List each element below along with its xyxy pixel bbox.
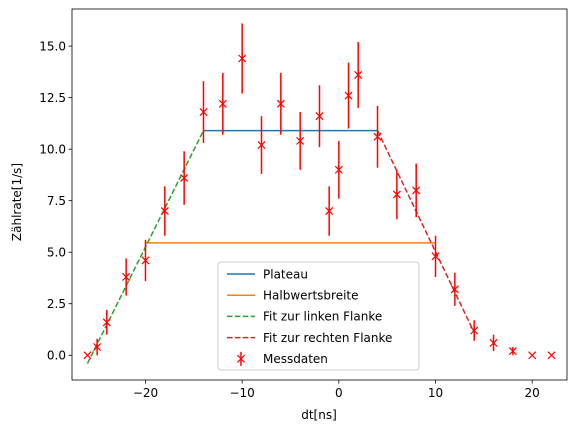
data-point (180, 173, 189, 183)
x-tick-label: −10 (229, 386, 254, 400)
data-point (160, 206, 169, 216)
data-point (334, 165, 343, 174)
legend-label: Plateau (263, 267, 308, 281)
data-point (547, 351, 556, 360)
data-point (315, 112, 324, 121)
x-tick-label: −20 (133, 386, 158, 400)
data-point (450, 285, 459, 294)
legend: Plateau Halbwertsbreite Fit zur linken Fla… (217, 261, 420, 371)
legend-label: Fit zur linken Flanke (263, 310, 382, 324)
data-point (276, 99, 285, 108)
data-point (325, 206, 334, 216)
data-point (392, 190, 401, 199)
legend-box (217, 261, 420, 371)
data-point (238, 54, 247, 63)
y-tick-label: 2.5 (47, 297, 66, 311)
data-point (199, 108, 208, 117)
data-point (412, 186, 421, 195)
data-point (141, 256, 150, 265)
y-tick-label: 5.0 (47, 246, 66, 260)
data-point (122, 272, 131, 281)
data-point (83, 351, 92, 360)
x-tick-label: 10 (428, 386, 443, 400)
axes-frame (71, 8, 568, 381)
data-point (431, 252, 440, 261)
legend-label: Fit zur rechten Flanke (263, 331, 392, 345)
y-tick-label: 10.0 (39, 142, 66, 156)
x-axis-label: dt[ns] (301, 408, 337, 422)
data-point (93, 342, 102, 352)
y-tick-label: 0.0 (47, 349, 66, 363)
data-point (344, 91, 353, 100)
series-line (376, 130, 475, 333)
y-tick-label: 12.5 (39, 91, 66, 105)
x-tick-label: 20 (525, 386, 540, 400)
plot-area (83, 23, 556, 364)
data-point (218, 99, 227, 108)
data-point (354, 70, 363, 79)
data-point (528, 351, 537, 360)
legend-label: Messdaten (263, 352, 328, 366)
data-point (296, 136, 305, 145)
axes: −20 −10 0 10 20 0.0 2.5 5.0 7.5 10.0 12.5 15.0 (39, 8, 568, 400)
x-tick-label: 0 (335, 386, 343, 400)
legend-marker (236, 354, 246, 363)
legend-label: Halbwertsbreite (263, 289, 359, 303)
data-point (102, 318, 111, 327)
data-point (373, 132, 382, 141)
y-tick-label: 15.0 (39, 39, 66, 53)
data-point (470, 326, 479, 335)
y-axis-label: Zählrate[1/s] (10, 163, 24, 241)
data-point (508, 347, 517, 356)
data-point (489, 338, 498, 347)
y-tick-label: 7.5 (47, 194, 66, 208)
data-point (257, 141, 266, 150)
